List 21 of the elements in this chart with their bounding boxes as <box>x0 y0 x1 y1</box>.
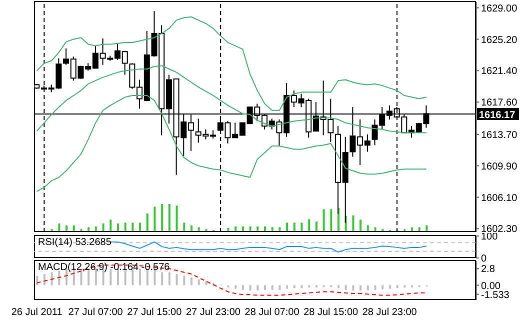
x-tick-label: 28 Jul 15:00 <box>304 307 359 318</box>
x-tick-label: 26 Jul 2011 <box>11 307 63 318</box>
y-tick-label: -1.533 <box>481 290 510 301</box>
y-tick-label: 1617.60 <box>481 98 518 109</box>
x-tick-label: 27 Jul 07:00 <box>68 307 124 318</box>
y-tick-label: 1629.00 <box>481 3 518 14</box>
y-tick-label: 2.8 <box>481 264 496 276</box>
y-tick-label: 1621.40 <box>481 66 518 78</box>
x-tick-label: 27 Jul 15:00 <box>127 307 182 318</box>
chart-title: RSI(14) 53.2685 <box>38 237 112 248</box>
x-tick-label: 27 Jul 23:00 <box>186 307 241 318</box>
y-tick-label: 1609.90 <box>481 161 518 172</box>
ref-line-label: 1616.17 <box>479 110 516 121</box>
y-tick-label: 0 <box>481 254 487 265</box>
y-tick-label: 100 <box>481 232 498 243</box>
y-tick-label: 0.00 <box>481 280 501 292</box>
x-tick-label: 28 Jul 23:00 <box>362 307 418 318</box>
y-tick-label: 1625.20 <box>481 34 518 46</box>
y-tick-label: 1613.70 <box>481 130 518 141</box>
x-tick-label: 28 Jul 07:00 <box>244 307 300 318</box>
y-tick-label: 1606.10 <box>481 192 518 204</box>
